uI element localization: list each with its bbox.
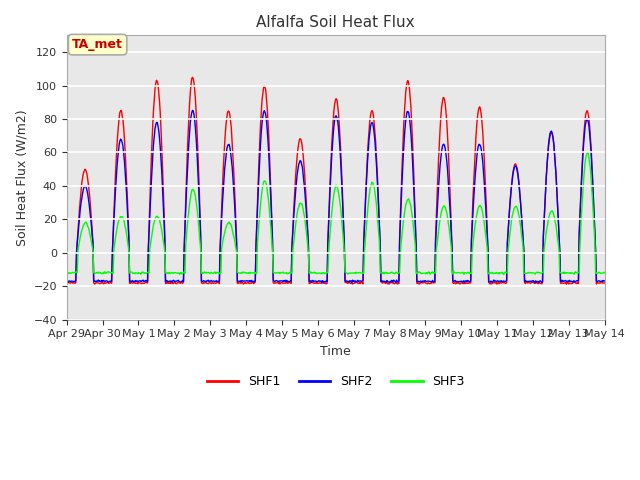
SHF1 — [189, 74, 196, 80]
SHF1 — [402, 90, 410, 96]
SHF1 — [601, 280, 609, 286]
SHF2 — [189, 108, 196, 113]
Line: SHF3: SHF3 — [67, 152, 605, 275]
SHF3 — [211, 269, 219, 275]
SHF3 — [73, 269, 81, 275]
SHF2 — [348, 280, 356, 286]
SHF2 — [128, 279, 136, 285]
Text: TA_met: TA_met — [72, 38, 123, 51]
SHF3 — [500, 272, 508, 277]
SHF2 — [182, 188, 190, 193]
SHF3 — [128, 269, 136, 275]
SHF2 — [601, 278, 609, 284]
SHF3 — [601, 270, 609, 276]
SHF3 — [182, 233, 190, 239]
Title: Alfalfa Soil Heat Flux: Alfalfa Soil Heat Flux — [257, 15, 415, 30]
SHF3 — [63, 270, 70, 276]
Legend: SHF1, SHF2, SHF3: SHF1, SHF2, SHF3 — [202, 370, 470, 393]
SHF2 — [73, 250, 81, 256]
SHF3 — [584, 149, 591, 155]
SHF1 — [182, 175, 190, 180]
Line: SHF2: SHF2 — [67, 110, 605, 283]
Y-axis label: Soil Heat Flux (W/m2): Soil Heat Flux (W/m2) — [15, 109, 28, 246]
SHF1 — [212, 281, 220, 287]
SHF1 — [128, 280, 136, 286]
SHF2 — [63, 278, 70, 284]
SHF1 — [563, 281, 570, 287]
SHF1 — [63, 280, 70, 286]
SHF2 — [403, 113, 410, 119]
Line: SHF1: SHF1 — [67, 77, 605, 284]
SHF3 — [401, 207, 409, 213]
SHF1 — [417, 279, 425, 285]
X-axis label: Time: Time — [321, 345, 351, 358]
SHF2 — [212, 278, 220, 284]
SHF3 — [417, 270, 424, 276]
SHF2 — [419, 278, 426, 284]
SHF1 — [73, 250, 81, 256]
